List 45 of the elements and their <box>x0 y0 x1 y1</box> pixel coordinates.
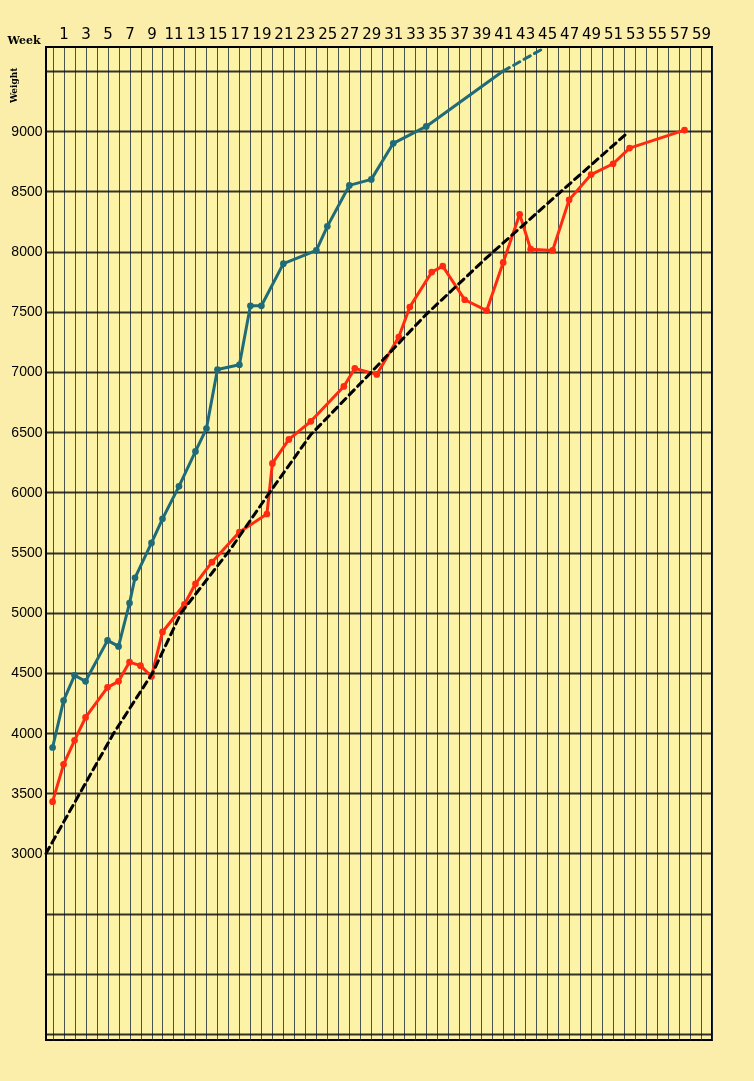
x-tick-label: 3 <box>81 24 91 43</box>
x-tick-label: 35 <box>428 24 448 43</box>
x-tick-label: 57 <box>669 24 690 43</box>
x-tick-label: 7 <box>125 24 135 43</box>
y-tick-label: 3500 <box>11 784 43 801</box>
x-tick-label: 49 <box>582 24 602 43</box>
y-tick-label: 5000 <box>11 604 43 621</box>
x-tick-label: 45 <box>538 24 558 43</box>
y-tick-label: 8500 <box>11 182 43 199</box>
x-tick-label: 53 <box>626 24 646 43</box>
x-tick-label: 31 <box>384 24 404 43</box>
x-tick-label: 39 <box>472 24 492 43</box>
x-tick-label: 59 <box>691 24 712 43</box>
x-tick-label: 9 <box>147 24 157 43</box>
x-tick-label: 1 <box>59 24 69 43</box>
y-tick-label: 6000 <box>11 483 43 500</box>
x-tick-label: 41 <box>494 24 514 43</box>
x-axis-title: Week <box>6 33 41 47</box>
x-tick-label: 23 <box>296 24 316 43</box>
y-tick-label: 3000 <box>11 844 43 861</box>
x-tick-label: 17 <box>230 24 250 43</box>
y-tick-label: 4500 <box>11 664 43 681</box>
y-tick-label: 4000 <box>11 724 43 741</box>
x-tick-label: 51 <box>604 24 624 43</box>
x-tick-label: 21 <box>274 24 294 43</box>
y-axis-title: Weight <box>8 66 19 105</box>
y-tick-label: 9000 <box>11 122 43 139</box>
y-tick-label: 7000 <box>11 363 43 380</box>
x-tick-label: 19 <box>252 24 272 43</box>
x-tick-label: 5 <box>103 24 113 43</box>
y-tick-label: 5500 <box>11 544 43 561</box>
x-tick-label: 11 <box>164 24 184 43</box>
x-tick-label: 15 <box>208 24 228 43</box>
x-tick-label: 13 <box>186 24 206 43</box>
x-tick-label: 43 <box>516 24 536 43</box>
x-tick-label: 33 <box>406 24 426 43</box>
y-tick-label: 7500 <box>11 303 43 320</box>
x-tick-label: 29 <box>362 24 382 43</box>
y-tick-label: 8000 <box>11 243 43 260</box>
x-tick-label: 25 <box>318 24 338 43</box>
y-tick-label: 6500 <box>11 423 43 440</box>
x-tick-label: 27 <box>340 24 360 43</box>
x-tick-label: 47 <box>560 24 580 43</box>
x-tick-label: 37 <box>450 24 470 43</box>
x-tick-label: 55 <box>648 24 668 43</box>
